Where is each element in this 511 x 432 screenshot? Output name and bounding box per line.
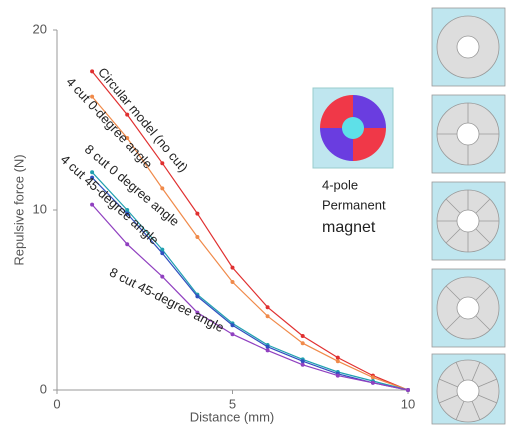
point: [160, 251, 164, 255]
point: [266, 314, 270, 318]
series-label: 8 cut 45-degree angle: [107, 264, 227, 335]
y-tick-label: 0: [40, 381, 47, 396]
x-tick-label: 5: [229, 396, 236, 411]
point: [336, 356, 340, 360]
point: [301, 363, 305, 367]
x-tick-label: 0: [53, 396, 60, 411]
annotation: 4-pole: [322, 177, 358, 192]
x-axis-title: Distance (mm): [190, 409, 275, 424]
point: [336, 359, 340, 363]
point: [195, 294, 199, 298]
point: [371, 381, 375, 385]
point: [336, 374, 340, 378]
point: [231, 323, 235, 327]
x-tick-label: 10: [401, 396, 415, 411]
point: [195, 212, 199, 216]
point: [160, 186, 164, 190]
point: [266, 305, 270, 309]
point: [301, 359, 305, 363]
point: [231, 332, 235, 336]
y-axis-title: Repulsive force (N): [11, 154, 26, 265]
point: [371, 375, 375, 379]
annotation: magnet: [322, 219, 376, 236]
point: [160, 161, 164, 165]
point: [90, 203, 94, 207]
point: [301, 334, 305, 338]
point: [195, 235, 199, 239]
magnet-icon: [313, 88, 393, 168]
ring-thumbnails: [432, 8, 505, 424]
point: [231, 280, 235, 284]
point: [301, 341, 305, 345]
chart: Repulsive force (N) Distance (mm) 4-pole…: [0, 0, 511, 427]
annotation: Permanent: [322, 197, 386, 212]
point: [231, 266, 235, 270]
point: [266, 348, 270, 352]
y-tick-label: 20: [33, 21, 47, 36]
point: [160, 275, 164, 279]
point: [406, 388, 410, 392]
point: [266, 345, 270, 349]
y-tick-label: 10: [33, 201, 47, 216]
point: [90, 69, 94, 73]
point: [125, 242, 129, 246]
